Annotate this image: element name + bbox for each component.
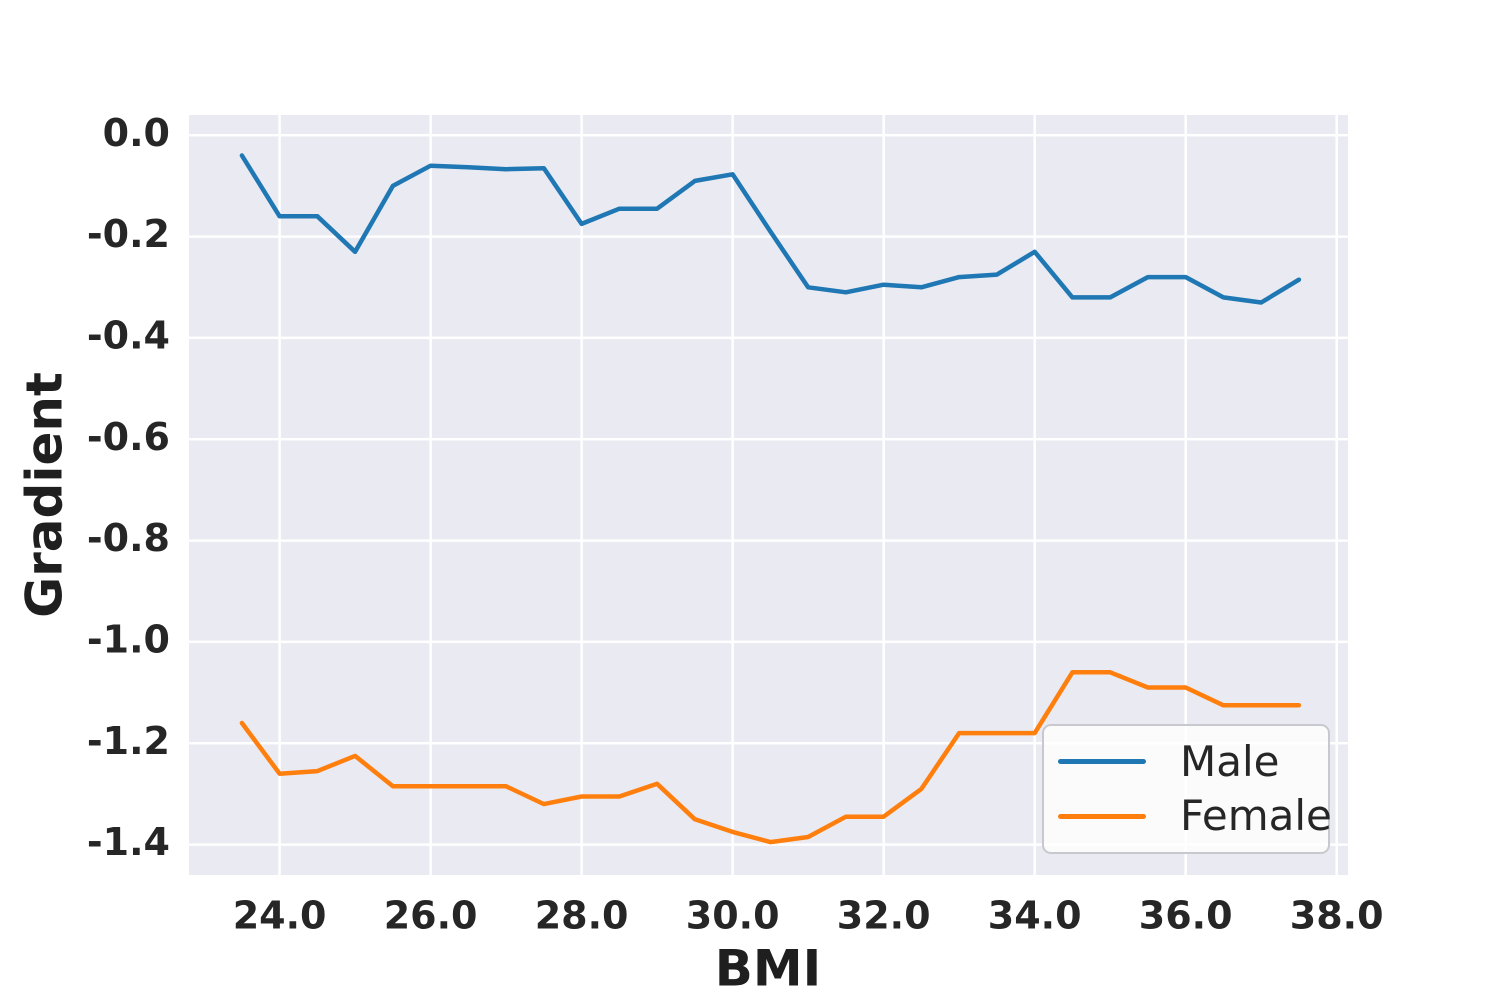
female-line bbox=[239, 670, 1302, 845]
x-tick-label: 30.0 bbox=[686, 894, 780, 938]
x-tick-label: 28.0 bbox=[535, 894, 629, 938]
male-line-swatch bbox=[1058, 759, 1146, 765]
y-tick-label: -0.8 bbox=[87, 516, 170, 560]
y-tick-label: -1.4 bbox=[87, 820, 170, 864]
legend-label-male: Male bbox=[1180, 736, 1280, 786]
y-tick-label: 0.0 bbox=[103, 111, 170, 155]
legend: Male Female bbox=[1042, 724, 1332, 854]
female-line-swatch bbox=[1058, 813, 1146, 819]
y-tick-label: -0.2 bbox=[87, 212, 170, 256]
x-tick-label: 36.0 bbox=[1139, 894, 1233, 938]
x-tick-label: 34.0 bbox=[988, 894, 1082, 938]
series-lines bbox=[239, 153, 1302, 845]
x-tick-label: 32.0 bbox=[837, 894, 931, 938]
legend-item-female: Female bbox=[1044, 795, 1332, 837]
x-tick-label: 38.0 bbox=[1290, 894, 1384, 938]
y-tick-label: -0.6 bbox=[87, 415, 170, 459]
gridlines bbox=[189, 115, 1348, 875]
y-axis-label: Gradient bbox=[16, 372, 74, 618]
y-tick-label: -0.4 bbox=[87, 313, 170, 357]
male-line bbox=[239, 153, 1302, 305]
y-tick-label: -1.2 bbox=[87, 719, 170, 763]
y-tick-label: -1.0 bbox=[87, 617, 170, 661]
x-tick-labels: 24.0 26.0 28.0 30.0 32.0 34.0 36.0 38.0 bbox=[233, 894, 1384, 938]
x-tick-label: 24.0 bbox=[233, 894, 327, 938]
y-tick-labels: 0.0 -0.2 -0.4 -0.6 -0.8 -1.0 -1.2 -1.4 bbox=[87, 111, 170, 864]
legend-label-female: Female bbox=[1180, 791, 1332, 841]
x-axis-label: BMI bbox=[715, 940, 821, 998]
x-tick-label: 26.0 bbox=[384, 894, 478, 938]
legend-item-male: Male bbox=[1044, 736, 1328, 786]
